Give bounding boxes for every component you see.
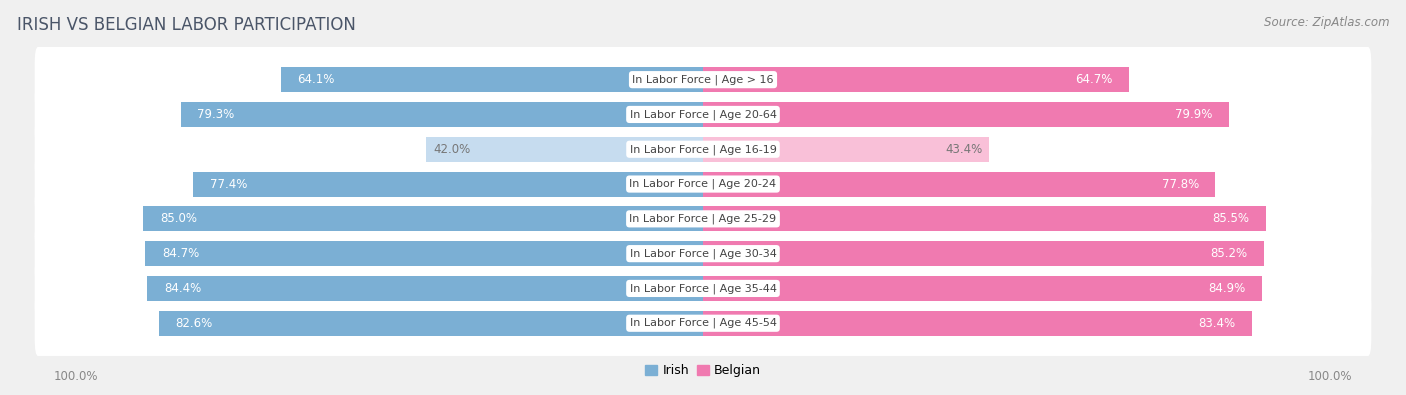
Text: In Labor Force | Age 25-29: In Labor Force | Age 25-29 xyxy=(630,214,776,224)
Text: 77.8%: 77.8% xyxy=(1161,177,1199,190)
FancyBboxPatch shape xyxy=(35,117,1371,182)
Text: 84.7%: 84.7% xyxy=(162,247,200,260)
Text: 85.5%: 85.5% xyxy=(1212,213,1250,226)
Text: 79.3%: 79.3% xyxy=(197,108,235,121)
Text: In Labor Force | Age 30-34: In Labor Force | Age 30-34 xyxy=(630,248,776,259)
Text: 100.0%: 100.0% xyxy=(1308,370,1353,383)
Text: 83.4%: 83.4% xyxy=(1198,317,1236,330)
FancyBboxPatch shape xyxy=(35,291,1371,356)
Text: Source: ZipAtlas.com: Source: ZipAtlas.com xyxy=(1264,16,1389,29)
Bar xyxy=(703,276,1263,301)
Text: 64.7%: 64.7% xyxy=(1076,73,1112,86)
Bar xyxy=(145,241,703,266)
Bar xyxy=(194,171,703,197)
FancyBboxPatch shape xyxy=(35,221,1371,286)
Bar xyxy=(426,137,703,162)
Bar xyxy=(143,206,703,231)
Text: 84.4%: 84.4% xyxy=(163,282,201,295)
Text: In Labor Force | Age 16-19: In Labor Force | Age 16-19 xyxy=(630,144,776,154)
Text: 77.4%: 77.4% xyxy=(209,177,247,190)
Text: In Labor Force | Age 20-64: In Labor Force | Age 20-64 xyxy=(630,109,776,120)
Legend: Irish, Belgian: Irish, Belgian xyxy=(640,359,766,382)
Bar xyxy=(159,311,703,336)
Text: 79.9%: 79.9% xyxy=(1175,108,1212,121)
Text: 84.9%: 84.9% xyxy=(1208,282,1246,295)
Bar xyxy=(703,311,1253,336)
FancyBboxPatch shape xyxy=(35,47,1371,112)
Bar xyxy=(181,102,703,127)
Text: IRISH VS BELGIAN LABOR PARTICIPATION: IRISH VS BELGIAN LABOR PARTICIPATION xyxy=(17,16,356,34)
Text: 82.6%: 82.6% xyxy=(176,317,212,330)
Text: 85.0%: 85.0% xyxy=(160,213,197,226)
Text: In Labor Force | Age 35-44: In Labor Force | Age 35-44 xyxy=(630,283,776,294)
Bar xyxy=(703,102,1229,127)
Text: 100.0%: 100.0% xyxy=(53,370,98,383)
Text: In Labor Force | Age 45-54: In Labor Force | Age 45-54 xyxy=(630,318,776,329)
FancyBboxPatch shape xyxy=(35,256,1371,321)
Text: In Labor Force | Age 20-24: In Labor Force | Age 20-24 xyxy=(630,179,776,189)
Text: 43.4%: 43.4% xyxy=(945,143,983,156)
Text: 85.2%: 85.2% xyxy=(1211,247,1247,260)
Bar xyxy=(703,171,1215,197)
FancyBboxPatch shape xyxy=(35,186,1371,252)
Text: 42.0%: 42.0% xyxy=(433,143,470,156)
Bar xyxy=(281,67,703,92)
FancyBboxPatch shape xyxy=(35,82,1371,147)
Text: In Labor Force | Age > 16: In Labor Force | Age > 16 xyxy=(633,74,773,85)
Bar xyxy=(703,137,988,162)
Bar xyxy=(703,67,1129,92)
Text: 64.1%: 64.1% xyxy=(298,73,335,86)
Bar xyxy=(703,241,1264,266)
FancyBboxPatch shape xyxy=(35,151,1371,217)
Bar xyxy=(148,276,703,301)
Bar xyxy=(703,206,1265,231)
